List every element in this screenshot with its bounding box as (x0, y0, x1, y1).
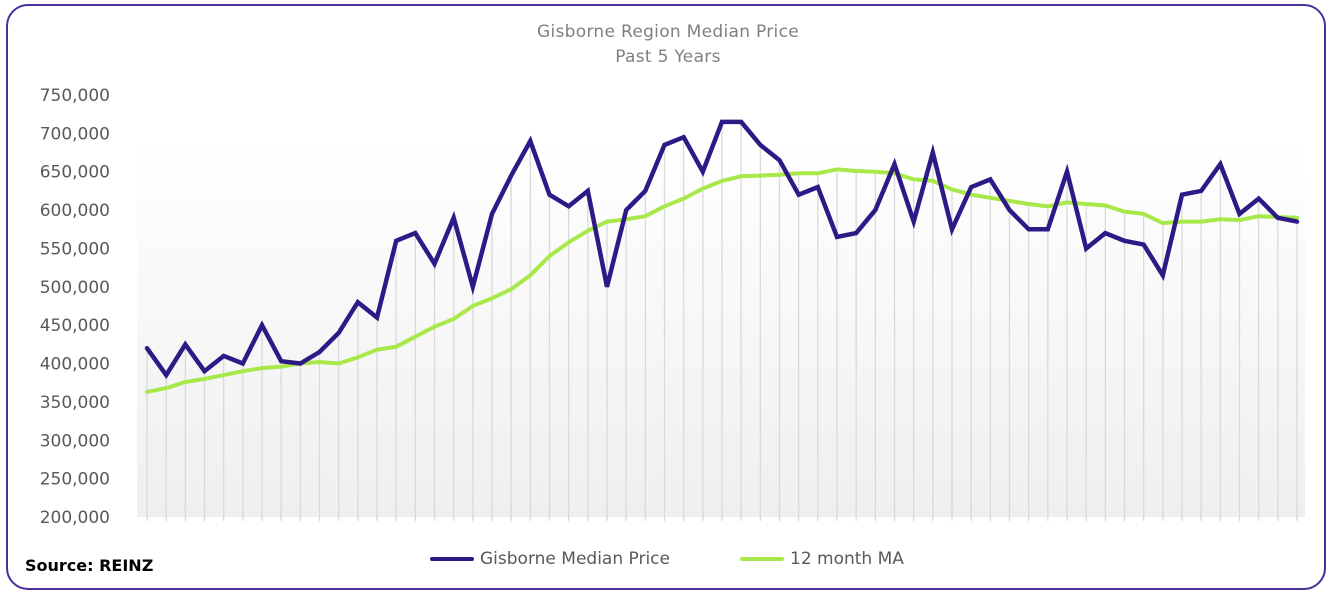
legend-swatch-ma (740, 557, 784, 561)
y-tick-label: 200,000 (40, 508, 110, 528)
legend-label-median: Gisborne Median Price (480, 549, 670, 569)
y-tick-label: 250,000 (40, 470, 110, 490)
y-tick-label: 750,000 (40, 86, 110, 106)
y-tick-label: 450,000 (40, 316, 110, 336)
y-tick-label: 400,000 (40, 355, 110, 375)
y-tick-label: 600,000 (40, 201, 110, 221)
chart-title: Gisborne Region Median Price (537, 22, 799, 42)
chart-subtitle: Past 5 Years (615, 47, 721, 67)
y-tick-label: 700,000 (40, 124, 110, 144)
legend-label-ma: 12 month MA (790, 549, 904, 569)
y-tick-label: 500,000 (40, 278, 110, 298)
source-label: Source: REINZ (25, 556, 154, 575)
legend-item-median: Gisborne Median Price (430, 549, 670, 569)
legend-swatch-median (430, 557, 474, 561)
legend-item-ma: 12 month MA (740, 549, 904, 569)
plot-background (137, 140, 1305, 517)
y-tick-label: 350,000 (40, 393, 110, 413)
y-tick-label: 550,000 (40, 239, 110, 259)
y-tick-label: 650,000 (40, 163, 110, 183)
y-tick-label: 300,000 (40, 431, 110, 451)
chart-frame (6, 4, 1326, 590)
